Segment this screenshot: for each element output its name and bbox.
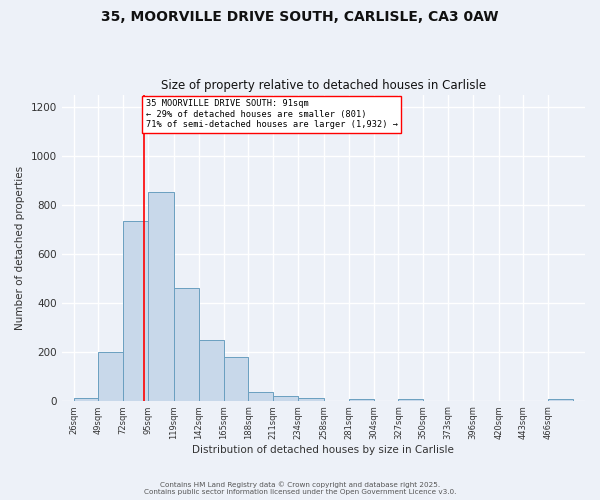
- Bar: [248, 392, 273, 400]
- Bar: [224, 356, 248, 401]
- Text: 35 MOORVILLE DRIVE SOUTH: 91sqm
← 29% of detached houses are smaller (801)
71% o: 35 MOORVILLE DRIVE SOUTH: 91sqm ← 29% of…: [146, 100, 398, 130]
- Bar: [349, 398, 374, 400]
- Y-axis label: Number of detached properties: Number of detached properties: [15, 166, 25, 330]
- Bar: [74, 398, 98, 400]
- Bar: [98, 352, 123, 401]
- Bar: [298, 398, 324, 400]
- Text: 35, MOORVILLE DRIVE SOUTH, CARLISLE, CA3 0AW: 35, MOORVILLE DRIVE SOUTH, CARLISLE, CA3…: [101, 10, 499, 24]
- Bar: [174, 288, 199, 401]
- Bar: [273, 396, 298, 400]
- Bar: [123, 220, 148, 400]
- Bar: [199, 340, 224, 400]
- Title: Size of property relative to detached houses in Carlisle: Size of property relative to detached ho…: [161, 79, 486, 92]
- X-axis label: Distribution of detached houses by size in Carlisle: Distribution of detached houses by size …: [193, 445, 454, 455]
- Bar: [548, 398, 573, 400]
- Text: Contains HM Land Registry data © Crown copyright and database right 2025.
Contai: Contains HM Land Registry data © Crown c…: [144, 482, 456, 495]
- Bar: [148, 192, 174, 400]
